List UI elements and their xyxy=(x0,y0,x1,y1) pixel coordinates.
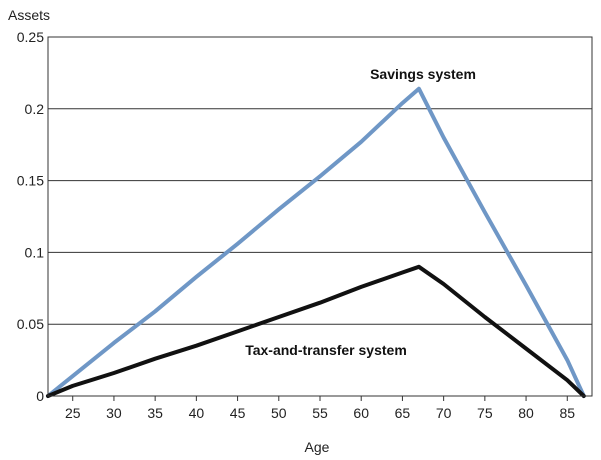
savings-system-line xyxy=(46,86,586,398)
y-tick-label: 0.2 xyxy=(25,101,45,117)
x-tick-label: 65 xyxy=(395,405,411,421)
savings-system-label: Savings system xyxy=(370,66,476,82)
x-tick-label: 70 xyxy=(436,405,452,421)
x-tick-label: 40 xyxy=(189,405,205,421)
x-tick-label: 55 xyxy=(312,405,328,421)
y-tick-label: 0 xyxy=(36,388,44,404)
y-axis-title: Assets xyxy=(8,7,50,23)
x-tick-label: 30 xyxy=(106,405,122,421)
x-tick-label: 75 xyxy=(477,405,493,421)
y-tick-label: 0.05 xyxy=(17,316,44,332)
x-tick-label: 80 xyxy=(518,405,534,421)
x-axis-ticks: 25 30 35 40 45 50 55 60 65 70 75 80 85 xyxy=(65,396,575,421)
y-tick-label: 0.25 xyxy=(17,29,44,45)
gridlines xyxy=(48,108,592,325)
x-tick-label: 35 xyxy=(147,405,163,421)
x-tick-label: 45 xyxy=(230,405,246,421)
x-tick-label: 60 xyxy=(353,405,369,421)
x-axis-title: Age xyxy=(305,439,330,455)
y-axis-ticks: 0 0.05 0.1 0.15 0.2 0.25 xyxy=(17,29,44,404)
x-tick-label: 25 xyxy=(65,405,81,421)
tax-and-transfer-system-line xyxy=(46,264,586,398)
x-tick-label: 50 xyxy=(271,405,287,421)
series-lines xyxy=(46,86,586,398)
y-tick-label: 0.1 xyxy=(25,244,45,260)
x-tick-label: 85 xyxy=(559,405,575,421)
tax-and-transfer-system-label: Tax-and-transfer system xyxy=(245,342,407,358)
y-tick-label: 0.15 xyxy=(17,173,44,189)
